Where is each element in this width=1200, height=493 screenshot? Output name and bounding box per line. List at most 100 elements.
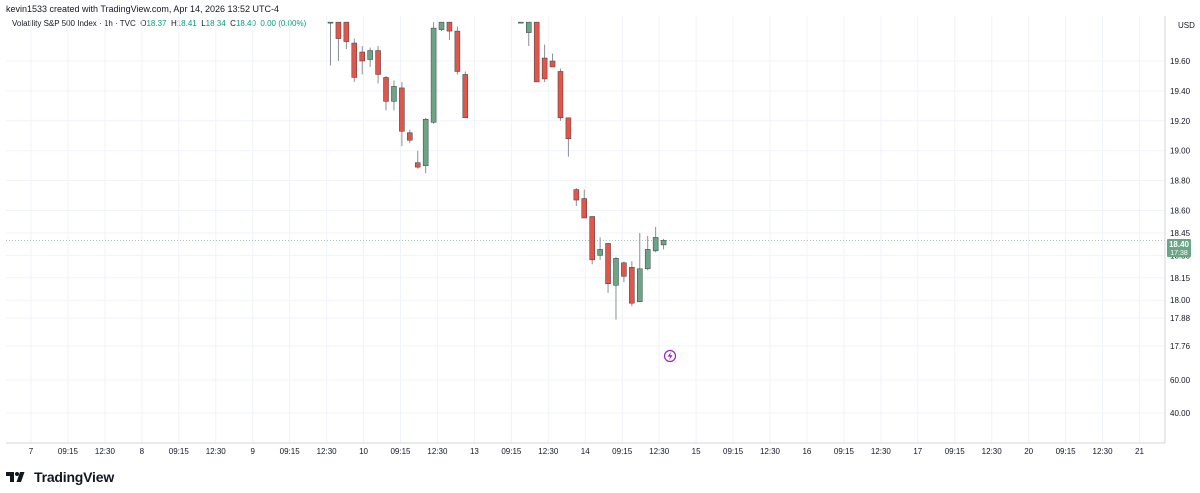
candle	[637, 232, 643, 302]
candle	[383, 75, 389, 111]
time-tick-label: 09:15	[945, 447, 966, 456]
close-label: C	[230, 19, 236, 28]
low-label: L	[201, 19, 206, 28]
candle-body	[391, 86, 397, 102]
time-tick-label: 9	[250, 447, 255, 456]
candle	[644, 235, 651, 271]
candle-body	[422, 119, 429, 166]
candle-body	[605, 243, 611, 285]
footer-brand[interactable]: TradingView	[6, 466, 114, 488]
change-value: 0.00 (0.00%)	[260, 19, 307, 28]
time-tick-label: 15	[692, 447, 701, 456]
time-tick-label: 09:15	[1056, 447, 1077, 456]
price-tick-label: 17.88	[1170, 314, 1191, 323]
candle-body	[597, 249, 603, 256]
candle	[335, 21, 342, 61]
time-tick-label: 12:30	[871, 447, 892, 456]
high-value: 18.41	[176, 19, 197, 28]
candle-body	[446, 21, 453, 32]
candle-body	[359, 51, 365, 62]
candle	[367, 47, 373, 67]
last-price-badge: 18.40 17:38	[1167, 239, 1191, 257]
candle	[597, 237, 603, 260]
time-tick-label: 09:15	[612, 447, 633, 456]
candle	[613, 256, 619, 320]
candle	[549, 53, 556, 68]
time-tick-label: 8	[140, 447, 145, 456]
candle	[422, 117, 429, 174]
candle-body	[399, 87, 405, 132]
candle	[565, 117, 572, 157]
time-tick-label: 09:15	[280, 447, 301, 456]
candle-body	[454, 30, 461, 72]
candle	[629, 261, 635, 307]
candle-body	[430, 27, 437, 123]
candle	[533, 21, 540, 83]
time-tick-label: 09:15	[834, 447, 855, 456]
candle	[660, 238, 667, 250]
time-tick-label: 17	[913, 447, 922, 456]
candle-body	[660, 240, 667, 246]
candle	[391, 80, 397, 111]
candle-body	[613, 258, 619, 286]
price-tick-label: 18.80	[1170, 177, 1191, 186]
candle	[351, 38, 358, 82]
symbol-title: Volatility S&P 500 Index · 1h · TVC	[12, 19, 136, 28]
candle-body	[581, 198, 588, 219]
time-tick-label: 12:30	[760, 447, 781, 456]
candle	[430, 22, 437, 124]
candle-body	[541, 57, 548, 80]
candle	[573, 188, 580, 207]
time-tick-label: 12:30	[317, 447, 338, 456]
candle-body	[644, 249, 651, 270]
time-tick-label: 12:30	[1093, 447, 1114, 456]
candle-body	[343, 21, 350, 42]
time-tick-label: 09:15	[169, 447, 190, 456]
time-tick-label: 7	[29, 447, 34, 456]
time-tick-label: 09:15	[390, 447, 411, 456]
price-tick-label: 18.15	[1170, 274, 1191, 283]
last-price-value: 18.40	[1169, 240, 1190, 249]
candle	[446, 21, 453, 41]
candle	[589, 216, 595, 265]
brand-name: TradingView	[34, 469, 115, 485]
price-tick-label: 17.76	[1170, 342, 1191, 351]
candle-body	[327, 21, 334, 24]
candle-body	[518, 21, 524, 24]
time-tick-label: 12:30	[95, 447, 116, 456]
lightning-icon[interactable]	[663, 349, 677, 363]
price-tick-label: 18.00	[1170, 296, 1191, 305]
candle-body	[383, 77, 389, 102]
time-tick-label: 12:30	[982, 447, 1003, 456]
candle	[359, 46, 365, 75]
time-tick-label: 09:15	[501, 447, 522, 456]
candle	[375, 46, 381, 84]
candle-body	[557, 71, 564, 119]
candle	[414, 150, 421, 169]
time-axis[interactable]: 7 09:15 12:30 8 09:15 12:30 9 09:15 12:30 10 09:15…	[29, 447, 1145, 456]
candle-body	[351, 42, 358, 78]
price-tick-label: 19.00	[1170, 147, 1191, 156]
candle-body	[526, 21, 532, 33]
candle-body	[438, 21, 445, 30]
time-tick-label: 09:15	[723, 447, 744, 456]
open-value: 18.37	[146, 19, 167, 28]
candle	[518, 21, 524, 24]
candle-body	[462, 74, 469, 119]
time-tick-label: 09:15	[58, 447, 79, 456]
price-tick-label: 19.60	[1170, 57, 1191, 66]
time-tick-label: 14	[581, 447, 590, 456]
last-price-badge-bg	[1167, 239, 1191, 257]
time-tick-label: 12:30	[538, 447, 559, 456]
candle-body	[565, 117, 572, 139]
price-tick-label: 60.00	[1170, 376, 1191, 385]
time-tick-label: 12:30	[206, 447, 227, 456]
candle-body	[573, 189, 580, 201]
candle	[462, 71, 469, 119]
price-axis[interactable]: 19.6019.4019.2019.0018.8018.6018.4518.30…	[1170, 57, 1191, 418]
candle	[454, 26, 461, 75]
time-tick-label: 13	[470, 447, 479, 456]
candle-body	[407, 132, 413, 141]
candle-body	[414, 162, 421, 168]
